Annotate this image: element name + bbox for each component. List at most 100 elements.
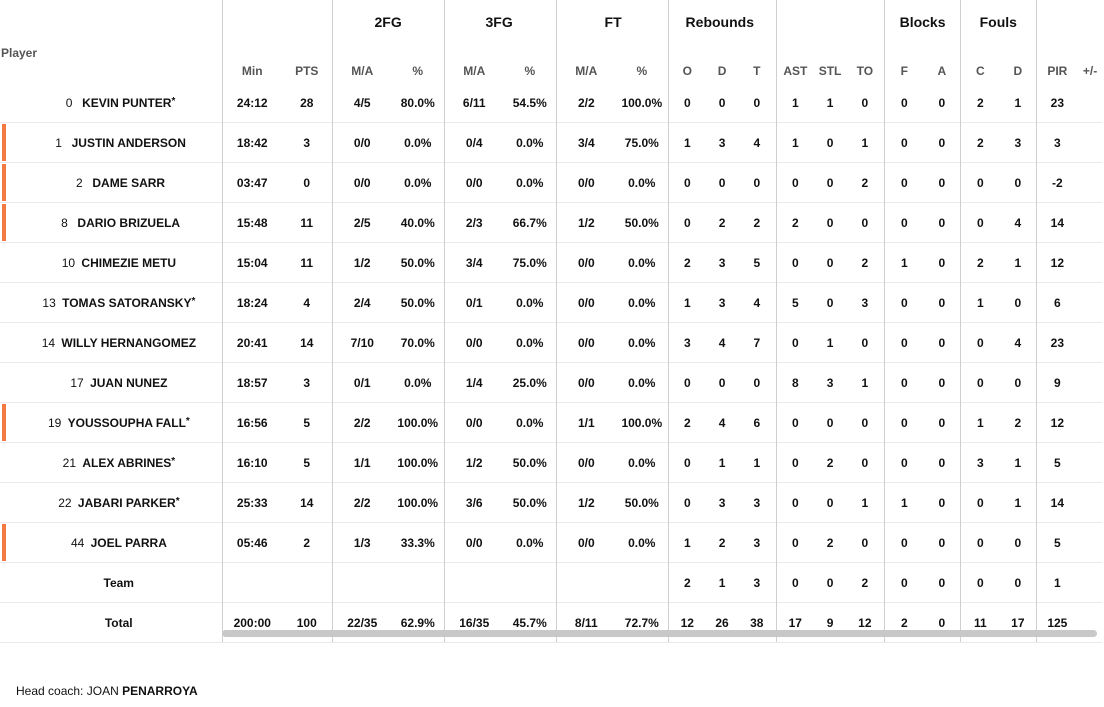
cell-2fg-pct: 50.0% xyxy=(392,242,445,283)
horizontal-scrollbar[interactable] xyxy=(222,630,1097,637)
player-row[interactable]: 22 JABARI PARKER* 25:33 14 2/2 100.0% 3/6 50.0%… xyxy=(0,482,1103,523)
cell-reb-d: 1 xyxy=(706,562,739,603)
cell-stl: 3 xyxy=(814,362,847,403)
cell-blk-f: 1 xyxy=(883,242,925,283)
cell-3fg-pct: 0.0% xyxy=(504,282,557,323)
cell-to: 0 xyxy=(846,442,885,483)
player-marker xyxy=(2,204,6,241)
cell-plusminus xyxy=(1078,242,1103,283)
cell-pir: 6 xyxy=(1035,282,1079,323)
player-number: 13 xyxy=(42,295,56,310)
cell-blk-a: 0 xyxy=(924,202,961,243)
cell-2fg-pct xyxy=(392,562,445,603)
cell-reb-d: 1 xyxy=(706,442,739,483)
player-row[interactable]: 17 JUAN NUNEZ 18:57 3 0/1 0.0% 1/4 25.0% 0/0 0.0%… xyxy=(0,362,1103,403)
cell-blk-a: 0 xyxy=(924,442,961,483)
cell-foul-d: 1 xyxy=(1000,242,1037,283)
player-cell[interactable]: 10 CHIMEZIE METU xyxy=(0,242,222,283)
cell-pts: 2 xyxy=(282,522,332,563)
group-fouls: Fouls xyxy=(959,0,1037,34)
player-cell[interactable]: 14 WILLY HERNANGOMEZ xyxy=(0,322,222,363)
cell-to: 1 xyxy=(846,482,885,523)
cell-ast: 5 xyxy=(775,282,815,323)
cell-pts: 4 xyxy=(282,282,332,323)
cell-blk-a: 0 xyxy=(924,322,961,363)
player-last-name: PARKER xyxy=(125,495,176,510)
player-last-name: METU xyxy=(142,255,177,270)
cell-to: 1 xyxy=(846,362,885,403)
player-row[interactable]: 8 DARIO BRIZUELA 15:48 11 2/5 40.0% 2/3 66.7% 1/… xyxy=(0,202,1103,243)
cell-min: 15:04 xyxy=(221,242,282,283)
cell-ft-pct: 0.0% xyxy=(616,282,669,323)
cell-3fg-pct: 66.7% xyxy=(504,202,557,243)
player-row[interactable]: 1 JUSTIN ANDERSON 18:42 3 0/0 0.0% 0/4 0.0% 3/4 7… xyxy=(0,122,1103,163)
cell-plusminus xyxy=(1078,522,1103,563)
cell-ft-ma: 3/4 xyxy=(555,122,617,163)
column-header-row: Player Min PTS M/A % M/A % M/A % O D T A… xyxy=(0,34,1102,83)
player-row[interactable]: 0 KEVIN PUNTER* 24:12 28 4/5 80.0% 6/11 54.5% 2/… xyxy=(0,83,1102,123)
cell-foul-d: 1 xyxy=(1000,482,1037,523)
player-row[interactable]: 14 WILLY HERNANGOMEZ 20:41 14 7/10 70.0% 0/0 0.… xyxy=(0,322,1103,363)
cell-blk-f: 0 xyxy=(883,322,925,363)
cell-foul-c: 1 xyxy=(959,282,1001,323)
player-last-name: BRIZUELA xyxy=(119,215,181,230)
cell-pts: 3 xyxy=(282,362,332,403)
cell-blk-a: 0 xyxy=(924,122,961,163)
player-row[interactable]: 19 YOUSSOUPHA FALL* 16:56 5 2/2 100.0% 0/0 0.0%… xyxy=(0,402,1103,443)
group-rebounds: Rebounds xyxy=(667,0,777,34)
cell-3fg-ma xyxy=(443,562,505,603)
cell-2fg-pct: 0.0% xyxy=(392,122,445,163)
player-cell[interactable]: 21 ALEX ABRINES* xyxy=(0,442,222,483)
cell-ft-pct: 0.0% xyxy=(616,162,669,203)
player-last-name: HERNANGOMEZ xyxy=(100,335,197,350)
cell-reb-d: 4 xyxy=(706,402,739,443)
starter-mark: * xyxy=(191,295,196,307)
cell-reb-o: 0 xyxy=(667,482,707,523)
player-cell[interactable]: 1 JUSTIN ANDERSON xyxy=(0,122,222,163)
cell-reb-d: 3 xyxy=(706,282,739,323)
player-row[interactable]: 13 TOMAS SATORANSKY* 18:24 4 2/4 50.0% 0/1 0.0%… xyxy=(0,282,1103,323)
cell-2fg-pct: 0.0% xyxy=(392,362,445,403)
cell-reb-t: 0 xyxy=(738,362,777,403)
cell-blk-f: 1 xyxy=(883,482,925,523)
col-stl: STL xyxy=(818,64,842,78)
player-row[interactable]: 21 ALEX ABRINES* 16:10 5 1/1 100.0% 1/2 50.0% 0/… xyxy=(0,442,1103,483)
player-cell[interactable]: 22 JABARI PARKER* xyxy=(0,482,222,523)
col-pir: PIR xyxy=(1035,34,1079,83)
cell-stl: 0 xyxy=(814,482,847,523)
player-last-name: FALL xyxy=(155,415,186,430)
cell-to: 0 xyxy=(861,95,869,110)
cell-3fg-ma: 0/0 xyxy=(443,402,505,443)
cell-2fg-ma xyxy=(331,562,392,603)
cell-to: 0 xyxy=(846,402,885,443)
player-row[interactable]: 2 DAME SARR 03:47 0 0/0 0.0% 0/0 0.0% 0/0 0.0% 0 0 0… xyxy=(0,162,1103,203)
player-first-name: JOEL xyxy=(90,535,122,550)
cell-stl: 1 xyxy=(826,95,834,110)
player-cell[interactable]: 13 TOMAS SATORANSKY* xyxy=(0,282,222,323)
cell-plusminus xyxy=(1078,322,1103,363)
player-number: 2 xyxy=(76,175,83,190)
cell-min: 24:12 xyxy=(221,83,282,123)
cell-blk-f: 0 xyxy=(883,282,925,323)
player-cell[interactable]: 17 JUAN NUNEZ xyxy=(0,362,222,403)
player-cell[interactable]: 44 JOEL PARRA xyxy=(0,522,222,563)
player-row[interactable]: 10 CHIMEZIE METU 15:04 11 1/2 50.0% 3/4 75.0% 0/… xyxy=(0,242,1103,283)
col-3fg-ma: M/A xyxy=(443,34,505,83)
player-row[interactable]: 44 JOEL PARRA 05:46 2 1/3 33.3% 0/0 0.0% 0/0 0.0%… xyxy=(0,522,1103,563)
cell-stl: 0 xyxy=(814,242,847,283)
player-cell[interactable]: 19 YOUSSOUPHA FALL* xyxy=(0,402,222,443)
player-cell[interactable]: 8 DARIO BRIZUELA xyxy=(0,202,222,243)
cell-to: 0 xyxy=(846,522,885,563)
cell-min: 15:48 xyxy=(221,202,282,243)
cell-stl: 2 xyxy=(814,442,847,483)
boxscore-body: 0 KEVIN PUNTER* 24:12 28 4/5 80.0% 6/11 54.5% 2/… xyxy=(0,83,1103,643)
cell-foul-c: 0 xyxy=(959,162,1001,203)
player-marker xyxy=(2,124,6,161)
player-cell[interactable]: 2 DAME SARR xyxy=(0,162,222,203)
cell-3fg-ma: 3/6 xyxy=(443,482,505,523)
player-cell[interactable]: 0 KEVIN PUNTER* xyxy=(0,83,222,123)
cell-to: 0 xyxy=(846,322,885,363)
cell-reb-t: 3 xyxy=(738,562,777,603)
cell-reb-o: 1 xyxy=(667,522,707,563)
cell-reb-o: 0 xyxy=(667,83,707,123)
